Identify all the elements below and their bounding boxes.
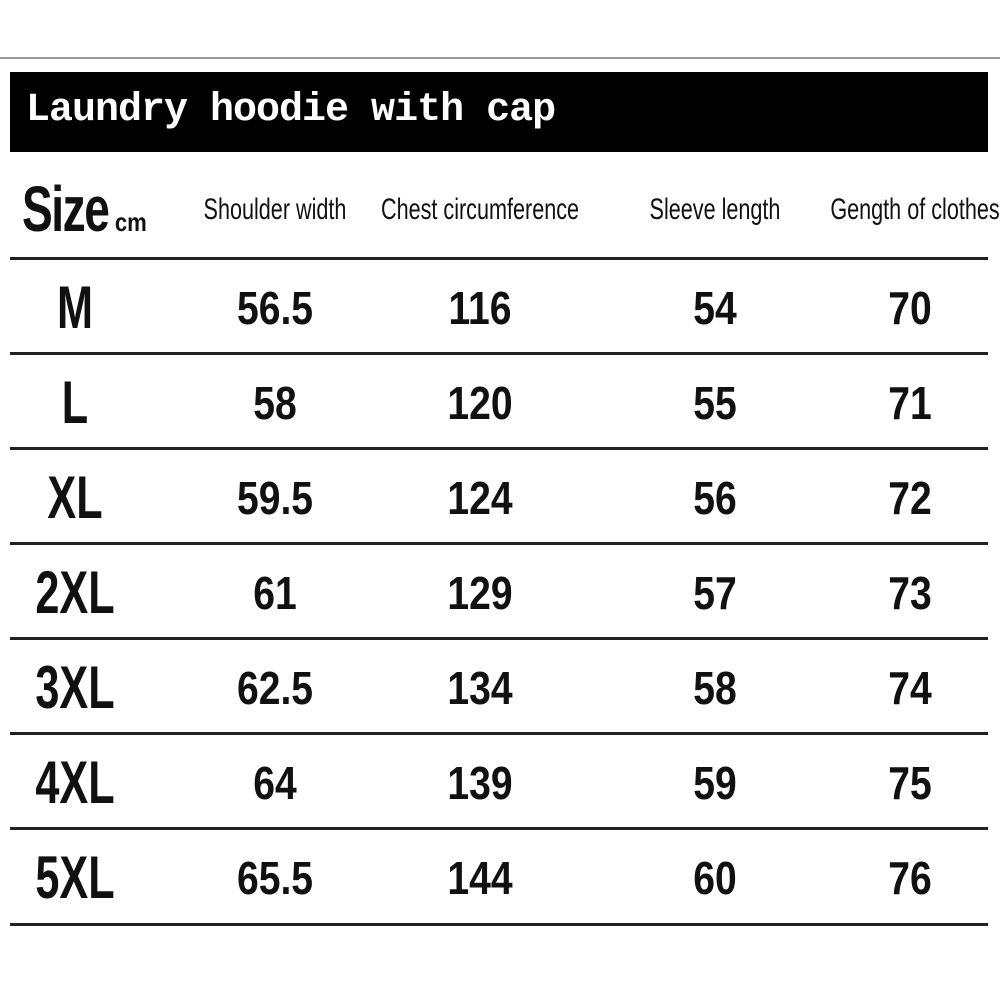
cell-length: 71 xyxy=(888,376,932,429)
cell-chest: 144 xyxy=(447,851,513,904)
row-divider xyxy=(10,257,988,260)
header-size-label: Size xyxy=(22,173,110,245)
cell-length: 74 xyxy=(888,661,932,714)
row-divider xyxy=(10,352,988,355)
table-row: 2XL 61 129 57 73 xyxy=(0,545,1000,640)
header-length-of-clothes: Gength of clothes xyxy=(830,193,1000,226)
table-row: M 56.5 116 54 70 xyxy=(0,260,1000,355)
cell-size: XL xyxy=(47,464,103,531)
cell-sleeve: 59 xyxy=(693,756,737,809)
cell-size: 3XL xyxy=(35,654,115,721)
row-divider xyxy=(10,542,988,545)
cell-sleeve: 57 xyxy=(693,566,737,619)
table-row: L 58 120 55 71 xyxy=(0,355,1000,450)
header-chest-circumference: Chest circumference xyxy=(380,193,580,226)
cell-length: 72 xyxy=(888,471,932,524)
cell-sleeve: 58 xyxy=(693,661,737,714)
cell-size: M xyxy=(57,274,93,341)
header-unit: cm xyxy=(114,207,147,237)
cell-size: 4XL xyxy=(35,749,115,816)
cell-shoulder: 61 xyxy=(253,566,297,619)
cell-shoulder: 62.5 xyxy=(236,661,314,714)
cell-chest: 129 xyxy=(447,566,513,619)
top-divider xyxy=(0,57,1000,59)
cell-sleeve: 54 xyxy=(693,281,737,334)
cell-shoulder: 64 xyxy=(253,756,297,809)
table-row: 3XL 62.5 134 58 74 xyxy=(0,640,1000,735)
chart-title: Laundry hoodie with cap xyxy=(26,88,556,133)
row-divider xyxy=(10,637,988,640)
cell-length: 73 xyxy=(888,566,932,619)
header-sleeve-length: Sleeve length xyxy=(649,193,781,226)
cell-size: 5XL xyxy=(35,844,115,911)
cell-length: 75 xyxy=(888,756,932,809)
cell-shoulder: 56.5 xyxy=(236,281,314,334)
cell-chest: 139 xyxy=(447,756,513,809)
row-divider xyxy=(10,923,988,926)
cell-sleeve: 60 xyxy=(693,851,737,904)
cell-chest: 134 xyxy=(447,661,513,714)
header-size: Size cm xyxy=(22,172,150,246)
row-divider xyxy=(10,447,988,450)
header-shoulder-width: Shoulder width xyxy=(203,193,347,226)
cell-sleeve: 55 xyxy=(693,376,737,429)
cell-chest: 124 xyxy=(447,471,513,524)
cell-shoulder: 59.5 xyxy=(236,471,314,524)
table-row: 4XL 64 139 59 75 xyxy=(0,735,1000,830)
table-row: XL 59.5 124 56 72 xyxy=(0,450,1000,545)
row-divider xyxy=(10,827,988,830)
row-divider xyxy=(10,732,988,735)
cell-size: L xyxy=(61,369,89,436)
cell-length: 76 xyxy=(888,851,932,904)
cell-sleeve: 56 xyxy=(693,471,737,524)
title-banner: Laundry hoodie with cap xyxy=(10,72,988,152)
cell-chest: 120 xyxy=(447,376,513,429)
cell-length: 70 xyxy=(888,281,932,334)
cell-size: 2XL xyxy=(35,559,115,626)
table-row: 5XL 65.5 144 60 76 xyxy=(0,830,1000,925)
cell-chest: 116 xyxy=(448,281,512,334)
cell-shoulder: 65.5 xyxy=(236,851,314,904)
cell-shoulder: 58 xyxy=(253,376,297,429)
